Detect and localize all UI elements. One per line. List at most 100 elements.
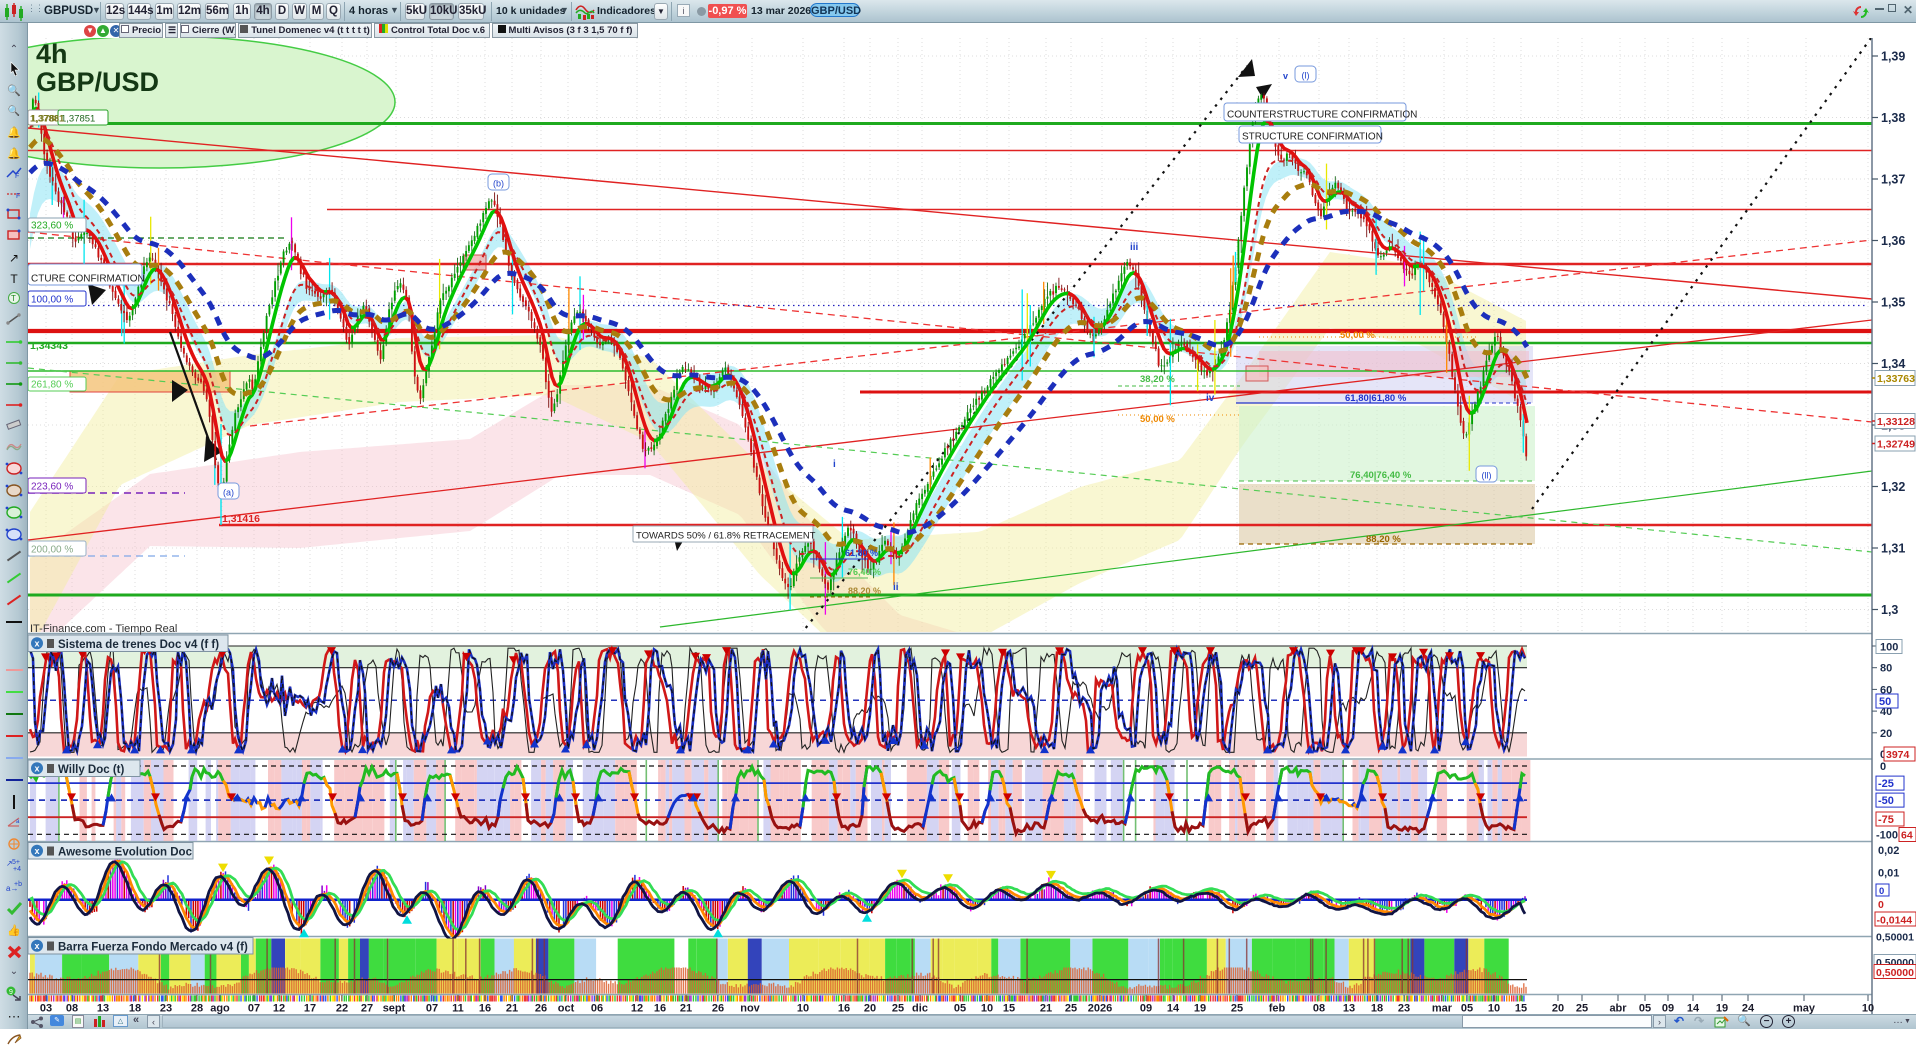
svg-text:18: 18: [1371, 1003, 1383, 1015]
svg-text:88,20 %: 88,20 %: [1366, 534, 1401, 545]
svg-text:1,3: 1,3: [1881, 603, 1898, 617]
svg-text:0: 0: [1878, 899, 1884, 911]
svg-text:17: 17: [304, 1003, 316, 1015]
svg-text:26: 26: [535, 1003, 547, 1015]
svg-text:i: i: [833, 459, 836, 470]
svg-text:1,37: 1,37: [1881, 173, 1905, 187]
svg-text:38,20 %: 38,20 %: [1140, 374, 1175, 385]
svg-text:0: 0: [1879, 886, 1884, 897]
svg-text:abr: abr: [1609, 1003, 1627, 1015]
svg-text:16: 16: [838, 1003, 850, 1015]
svg-text:1,36: 1,36: [1881, 234, 1905, 248]
svg-text:feb: feb: [1269, 1003, 1286, 1015]
svg-text:1,34: 1,34: [1881, 357, 1905, 371]
svg-text:16: 16: [654, 1003, 666, 1015]
svg-text:x: x: [34, 846, 39, 856]
svg-text:1,37881: 1,37881: [31, 114, 65, 125]
svg-text:25: 25: [892, 1003, 904, 1015]
svg-text:08: 08: [66, 1003, 78, 1015]
svg-text:1,32749: 1,32749: [1877, 439, 1915, 451]
svg-text:0,50001: 0,50001: [1876, 932, 1914, 944]
svg-text:21: 21: [1040, 1003, 1052, 1015]
svg-text:10: 10: [1862, 1003, 1874, 1015]
svg-text:15: 15: [1003, 1003, 1015, 1015]
svg-text:Sistema de trenes Doc v4 (f f): Sistema de trenes Doc v4 (f f): [58, 639, 219, 651]
svg-text:mar: mar: [1432, 1003, 1453, 1015]
svg-text:(b): (b): [493, 179, 504, 189]
svg-text:20: 20: [1552, 1003, 1564, 1015]
svg-text:-0,0144: -0,0144: [1877, 915, 1913, 927]
svg-text:1,37851: 1,37851: [61, 114, 95, 125]
svg-text:05: 05: [1639, 1003, 1651, 1015]
svg-text:COUNTERSTRUCTURE CONFIRMATION: COUNTERSTRUCTURE CONFIRMATION: [1227, 110, 1417, 121]
svg-text:+4: +4: [13, 866, 21, 872]
svg-text:Barra Fuerza Fondo Mercado v4: Barra Fuerza Fondo Mercado v4 (f): [58, 941, 248, 953]
svg-text:F: F: [16, 193, 20, 199]
svg-text:1,35: 1,35: [1881, 296, 1905, 310]
svg-text:06: 06: [591, 1003, 603, 1015]
svg-text:07: 07: [248, 1003, 260, 1015]
svg-text:19: 19: [1716, 1003, 1728, 1015]
svg-text:-100: -100: [1876, 830, 1898, 842]
svg-text:1,31416: 1,31416: [222, 513, 260, 525]
svg-text:76,40 %: 76,40 %: [848, 567, 881, 577]
svg-text:0: 0: [1880, 761, 1886, 773]
svg-text:Willy Doc (t): Willy Doc (t): [58, 764, 125, 776]
svg-text:dic: dic: [912, 1003, 928, 1015]
svg-text:x: x: [34, 639, 39, 649]
svg-text:60: 60: [1880, 684, 1892, 696]
svg-text:61,80 %: 61,80 %: [845, 548, 878, 558]
svg-text:100,00 %: 100,00 %: [31, 295, 73, 306]
svg-text:10: 10: [981, 1003, 993, 1015]
svg-text:27: 27: [361, 1003, 373, 1015]
svg-text:13: 13: [1343, 1003, 1355, 1015]
svg-text:a→: a→: [6, 884, 18, 893]
svg-text:323,60 %: 323,60 %: [31, 221, 73, 232]
svg-text:F: F: [15, 173, 19, 179]
svg-text:1,31: 1,31: [1881, 542, 1905, 556]
svg-text:IT-Finance.com - Tiempo Real: IT-Finance.com - Tiempo Real: [30, 623, 177, 635]
svg-text:11: 11: [452, 1003, 464, 1015]
svg-text:0: 0: [1880, 749, 1886, 761]
svg-text:61,80|61,80 %: 61,80|61,80 %: [1345, 393, 1407, 404]
svg-text:STRUCTURE CONFIRMATION: STRUCTURE CONFIRMATION: [1242, 132, 1383, 143]
svg-text:16: 16: [479, 1003, 491, 1015]
svg-text:-50: -50: [1878, 795, 1894, 807]
svg-text:25: 25: [1065, 1003, 1077, 1015]
svg-text:GBP/USD: GBP/USD: [36, 67, 159, 97]
svg-text:1,37881: 1,37881: [30, 114, 65, 125]
svg-text:07: 07: [426, 1003, 438, 1015]
svg-text:12: 12: [273, 1003, 285, 1015]
svg-text:1,32: 1,32: [1881, 480, 1905, 494]
svg-text:↗: ↗: [6, 859, 13, 868]
svg-text:v: v: [1283, 71, 1288, 81]
svg-text:a: a: [16, 819, 20, 825]
svg-text:13: 13: [97, 1003, 109, 1015]
svg-text:20: 20: [864, 1003, 876, 1015]
svg-text:12: 12: [631, 1003, 643, 1015]
svg-text:76,40|76,40 %: 76,40|76,40 %: [1350, 470, 1412, 481]
svg-text:25: 25: [1231, 1003, 1243, 1015]
svg-text:(l): (l): [1302, 71, 1310, 81]
svg-text:iii: iii: [1130, 242, 1139, 253]
svg-text:may: may: [1793, 1003, 1816, 1015]
svg-text:5+: 5+: [12, 859, 20, 866]
svg-text:1,34343: 1,34343: [30, 340, 68, 352]
svg-text:23: 23: [160, 1003, 172, 1015]
svg-text:64: 64: [1901, 830, 1913, 842]
svg-text:TOWARDS 50% / 61.8% RETRACEMEN: TOWARDS 50% / 61.8% RETRACEMENT: [636, 531, 816, 542]
svg-text:x: x: [34, 764, 39, 774]
svg-text:15: 15: [1515, 1003, 1527, 1015]
svg-text:0,02: 0,02: [1878, 845, 1899, 857]
svg-text:0,01: 0,01: [1878, 868, 1899, 880]
svg-text:20: 20: [1880, 728, 1892, 740]
svg-text:0,50000: 0,50000: [1876, 967, 1914, 979]
svg-text:oct: oct: [558, 1003, 575, 1015]
svg-text:50: 50: [1879, 696, 1891, 708]
svg-text:9: 9: [9, 989, 13, 996]
svg-text:223,60 %: 223,60 %: [31, 482, 73, 493]
svg-text:21: 21: [680, 1003, 692, 1015]
svg-text:40: 40: [1880, 706, 1892, 718]
svg-text:4h: 4h: [36, 39, 68, 69]
svg-text:23: 23: [1398, 1003, 1410, 1015]
